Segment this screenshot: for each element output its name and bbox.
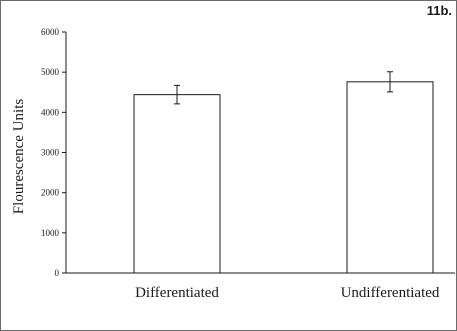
x-axis: Differentiated Undifferentiated	[66, 272, 455, 301]
panel-label: 11b.	[426, 3, 452, 18]
y-axis: 0 1000 2000 3000 4000 5000 6000	[41, 27, 67, 278]
x-category-label: Undifferentiated	[341, 285, 440, 301]
y-tick-label: 4000	[41, 107, 60, 117]
error-bar-undifferentiated	[387, 71, 393, 93]
error-bar-differentiated	[174, 84, 180, 105]
x-category-label: Differentiated	[135, 285, 219, 301]
y-tick-label: 2000	[41, 188, 60, 198]
y-tick-label: 6000	[41, 27, 60, 37]
y-tick-label: 5000	[41, 67, 60, 77]
bar-undifferentiated	[346, 81, 434, 274]
y-axis-title: Flourescence Units	[11, 99, 27, 215]
y-tick-label: 3000	[41, 148, 60, 158]
y-tick-label: 0	[55, 268, 60, 278]
y-tick-label: 1000	[41, 228, 60, 238]
bars	[133, 71, 434, 274]
bar-differentiated	[133, 94, 221, 274]
